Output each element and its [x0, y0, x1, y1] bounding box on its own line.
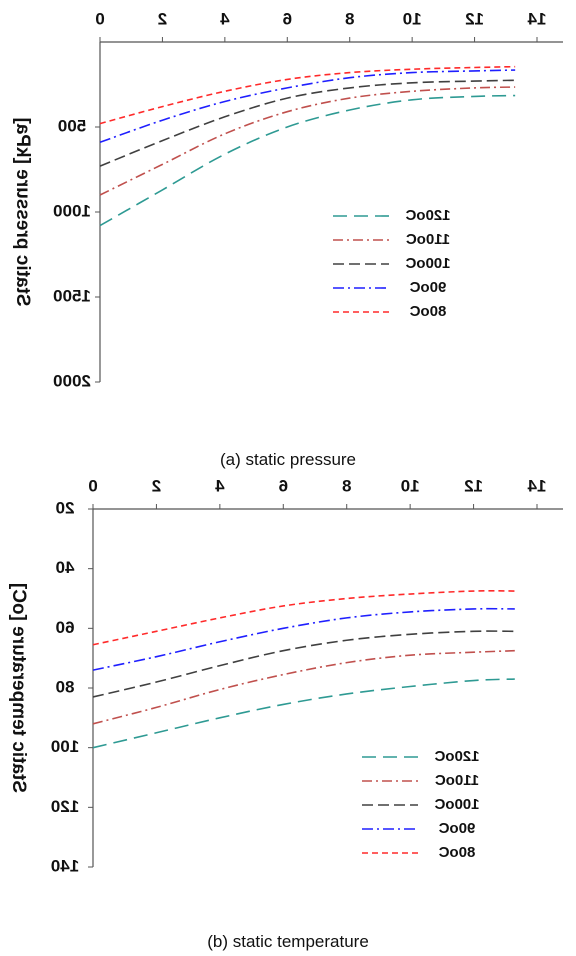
legend-label: 100oC [434, 796, 479, 813]
y-tick-label: 500 [58, 116, 86, 135]
chart-static-pressure: 0 2 4 6 8 10 12 14 500 1000 1500 2000 Static pressur… [12, 9, 563, 390]
x-tick-label: 8 [342, 476, 351, 495]
y-tick-label: 20 [56, 498, 75, 517]
series-line-80oC [99, 65, 516, 125]
series-line-90oC [92, 607, 515, 671]
x-tick-label: 14 [527, 476, 546, 495]
x-tick-label: 8 [345, 9, 354, 28]
y-tick-label: 2000 [53, 371, 91, 390]
x-tick-label: 2 [152, 476, 161, 495]
legend-label: 110oC [435, 772, 479, 789]
legend-label: 80oC [438, 844, 475, 861]
x-tick-label: 6 [283, 9, 292, 28]
legend-label: 120oC [434, 748, 479, 765]
series-line-100oC [92, 630, 515, 698]
x-tick-label: 12 [464, 476, 483, 495]
x-tick-label: 6 [279, 476, 288, 495]
y-axis-title: Static temperature [oC] [8, 583, 29, 793]
legend-label: 100oC [405, 255, 450, 272]
y-tick-label: 40 [56, 558, 75, 577]
caption-static-pressure: (a) static pressure [219, 450, 357, 469]
series-line-120oC [92, 678, 515, 749]
y-tick-label: 1500 [53, 286, 91, 305]
caption-static-temperature: (b) static temperature [207, 932, 369, 951]
series-line-110oC [99, 86, 516, 196]
y-tick-label: 1000 [53, 201, 91, 220]
y-tick-label: 100 [51, 737, 79, 756]
x-tick-label: 4 [220, 9, 230, 28]
series-line-80oC [92, 590, 515, 646]
y-tick-label: 120 [51, 797, 79, 816]
series-line-110oC [92, 649, 515, 725]
x-tick-label: 2 [158, 9, 167, 28]
series-line-90oC [99, 69, 516, 144]
legend-label: 80oC [409, 303, 446, 320]
legend-label: 90oC [438, 820, 475, 837]
x-tick-label: 14 [527, 9, 546, 28]
chart-static-temperature: 0 2 4 6 8 10 12 14 20 40 60 80 100 120 140 Static tempe… [8, 476, 563, 875]
x-tick-label: 0 [88, 476, 97, 495]
x-tick-label: 0 [95, 9, 104, 28]
series-line-120oC [99, 94, 516, 227]
legend-label: 120oC [405, 207, 450, 224]
legend-label: 90oC [409, 279, 446, 296]
y-tick-label: 60 [56, 618, 75, 637]
y-tick-label: 80 [56, 677, 75, 696]
x-tick-label: 4 [215, 476, 225, 495]
x-tick-label: 10 [403, 9, 422, 28]
x-tick-label: 10 [401, 476, 420, 495]
series-line-100oC [99, 79, 516, 167]
y-axis-title: Static pressure [kPa] [12, 117, 33, 306]
legend-label: 110oC [406, 231, 450, 248]
x-tick-label: 12 [465, 9, 484, 28]
y-tick-label: 140 [51, 856, 79, 875]
